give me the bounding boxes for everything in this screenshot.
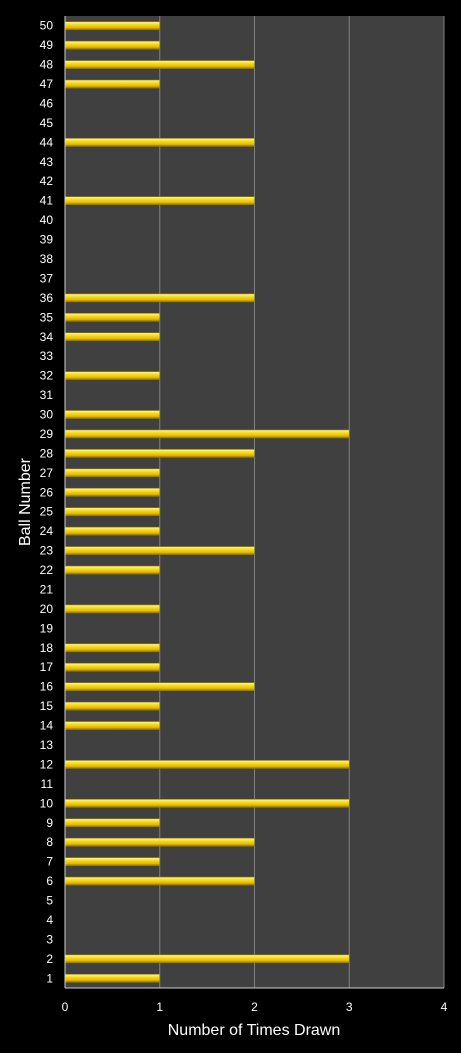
bar-ball-26 [64, 487, 161, 497]
y-tick-label: 6 [46, 874, 53, 888]
y-tick-label: 33 [40, 349, 54, 363]
y-tick-label: 34 [40, 330, 54, 344]
y-tick-label: 13 [40, 738, 54, 752]
bar-ball-15 [64, 701, 161, 711]
x-axis-title: Number of Times Drawn [168, 1022, 341, 1039]
bar-ball-2 [64, 954, 350, 964]
bar-ball-50 [64, 21, 161, 31]
y-axis-title: Ball Number [17, 457, 34, 546]
y-tick-label: 28 [40, 446, 54, 460]
y-tick-label: 4 [46, 913, 53, 927]
bar-ball-17 [64, 662, 161, 672]
y-tick-label: 15 [40, 699, 54, 713]
y-tick-label: 21 [40, 582, 54, 596]
bar-ball-6 [64, 876, 255, 886]
x-tick-label: 4 [441, 1000, 448, 1014]
x-tick-label: 2 [251, 1000, 258, 1014]
y-tick-label: 5 [46, 894, 53, 908]
y-tick-label: 1 [46, 971, 53, 985]
y-tick-label: 14 [40, 719, 54, 733]
bar-ball-49 [64, 40, 161, 50]
y-tick-label: 9 [46, 816, 53, 830]
bar-ball-22 [64, 565, 161, 575]
bar-ball-8 [64, 837, 255, 847]
bar-ball-10 [64, 799, 350, 808]
bar-ball-44 [64, 138, 255, 147]
y-tick-label: 48 [40, 58, 54, 72]
y-tick-label: 24 [40, 524, 54, 538]
x-tick-labels: 0 1 2 3 4 [62, 1000, 448, 1014]
bar-ball-29 [64, 429, 350, 439]
y-tick-label: 50 [40, 19, 54, 33]
y-tick-label: 49 [40, 38, 54, 52]
bar-ball-48 [64, 60, 255, 69]
bar-ball-32 [64, 371, 161, 380]
bar-ball-1 [64, 973, 161, 983]
y-tick-label: 35 [40, 310, 54, 324]
bar-ball-14 [64, 721, 161, 730]
bar-ball-20 [64, 604, 161, 614]
bar-ball-9 [64, 818, 161, 828]
y-tick-label: 41 [40, 194, 54, 208]
bar-ball-23 [64, 546, 255, 555]
y-tick-label: 16 [40, 680, 54, 694]
y-tick-label: 31 [40, 388, 54, 402]
bar-ball-27 [64, 468, 161, 478]
y-tick-labels: 1234567891011121314151617181920212223242… [40, 19, 54, 986]
bar-ball-7 [64, 857, 161, 866]
bar-ball-12 [64, 760, 350, 769]
bar-ball-41 [64, 196, 255, 205]
y-tick-label: 20 [40, 602, 54, 616]
bar-ball-18 [64, 643, 161, 653]
y-tick-label: 40 [40, 213, 54, 227]
y-tick-label: 18 [40, 641, 54, 655]
y-tick-label: 38 [40, 252, 54, 266]
y-tick-label: 17 [40, 660, 54, 674]
y-tick-label: 12 [40, 757, 54, 771]
y-tick-label: 27 [40, 466, 54, 480]
y-tick-label: 8 [46, 835, 53, 849]
bar-ball-25 [64, 507, 161, 517]
y-tick-label: 25 [40, 505, 54, 519]
bars [64, 21, 350, 983]
y-tick-label: 2 [46, 952, 53, 966]
bar-ball-35 [64, 313, 161, 322]
y-tick-label: 30 [40, 408, 54, 422]
bar-ball-16 [64, 682, 255, 691]
y-tick-label: 42 [40, 174, 54, 188]
bar-ball-30 [64, 410, 161, 419]
y-tick-label: 36 [40, 291, 54, 305]
y-tick-label: 45 [40, 116, 54, 130]
y-tick-label: 3 [46, 932, 53, 946]
y-tick-label: 11 [41, 777, 54, 791]
y-tick-label: 32 [40, 369, 54, 383]
bar-ball-34 [64, 332, 161, 342]
x-tick-label: 0 [62, 1000, 69, 1014]
y-tick-label: 10 [40, 796, 54, 810]
y-tick-label: 39 [40, 233, 54, 247]
y-tick-label: 19 [40, 621, 54, 635]
y-tick-label: 46 [40, 96, 54, 110]
x-tick-label: 3 [346, 1000, 353, 1014]
y-tick-label: 44 [40, 135, 54, 149]
bar-ball-47 [64, 79, 161, 89]
y-tick-label: 47 [40, 77, 54, 91]
y-tick-label: 29 [40, 427, 54, 441]
y-tick-label: 23 [40, 544, 54, 558]
y-tick-label: 22 [40, 563, 54, 577]
y-tick-label: 26 [40, 485, 54, 499]
bar-ball-36 [64, 293, 255, 303]
x-tick-label: 1 [156, 1000, 163, 1014]
bar-ball-24 [64, 526, 161, 536]
y-tick-label: 7 [46, 855, 53, 869]
y-tick-label: 37 [40, 271, 54, 285]
y-tick-label: 43 [40, 155, 54, 169]
bar-ball-28 [64, 449, 255, 458]
